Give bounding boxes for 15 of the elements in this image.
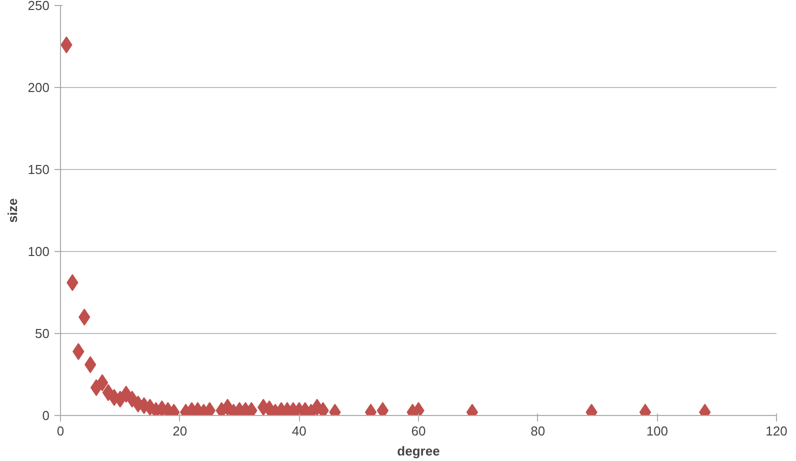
y-tick-label: 250 — [28, 0, 50, 13]
y-axis-title: size — [4, 198, 20, 223]
x-axis-title: degree — [397, 444, 440, 458]
y-tick-label: 0 — [42, 408, 50, 423]
x-tick-label: 20 — [172, 424, 188, 438]
x-tick-label: 60 — [411, 424, 426, 438]
y-tick-label: 50 — [35, 326, 50, 341]
x-tick-label: 120 — [766, 424, 788, 438]
y-tick-label: 100 — [28, 244, 50, 259]
x-tick-label: 0 — [56, 424, 64, 438]
y-tick-label: 200 — [28, 80, 50, 95]
y-tick-label: 150 — [28, 162, 50, 177]
x-tick-label: 80 — [530, 424, 546, 438]
x-tick-label: 100 — [646, 424, 668, 438]
x-tick-label: 40 — [292, 424, 306, 438]
